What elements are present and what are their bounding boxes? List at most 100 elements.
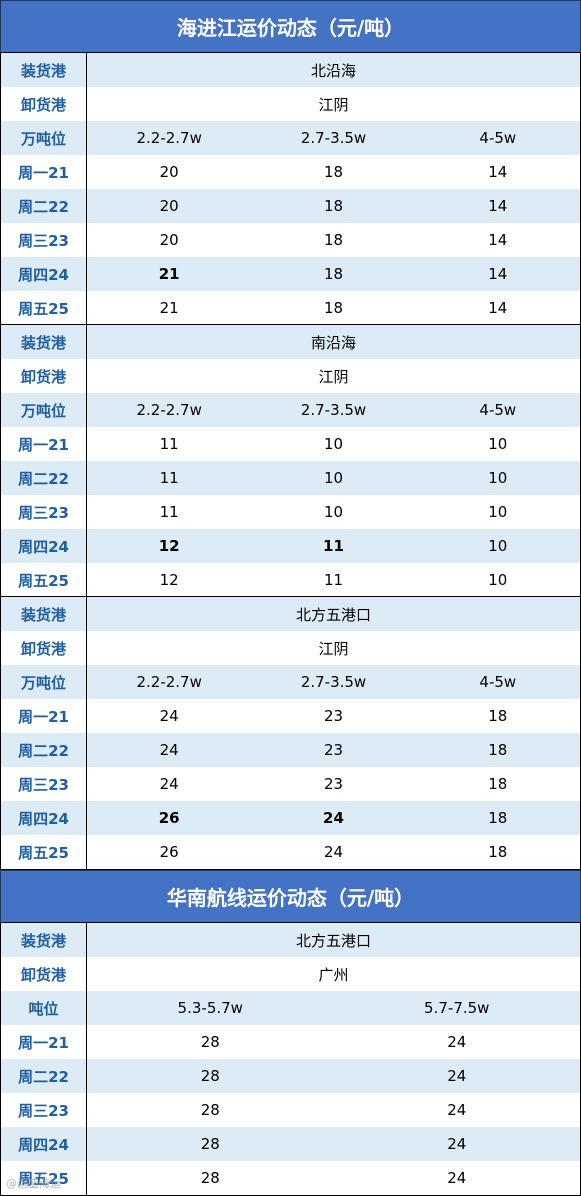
day-label: 周四24 <box>1 529 87 563</box>
rate-cell: 18 <box>488 707 508 725</box>
rate-cell: 18 <box>488 741 508 759</box>
rate-cell: 18 <box>488 775 508 793</box>
day-row: 周三23 20 18 14 <box>1 223 580 257</box>
unload-port-value: 江阴 <box>318 95 349 114</box>
section2-title-text: 华南航线运价动态（元/吨） <box>166 886 415 910</box>
unload-port-label: 卸货港 <box>1 631 87 665</box>
day-label: 周一21 <box>1 427 87 461</box>
day-row: 周一21 24 23 18 <box>1 699 580 733</box>
rate-cell: 24 <box>447 1135 467 1153</box>
load-port-label: 装货港 <box>1 597 87 631</box>
rate-cell: 11 <box>323 571 344 589</box>
rate-cell: 18 <box>488 843 508 861</box>
day-label: 周四24 <box>1 801 87 835</box>
load-port-label: 装货港 <box>1 53 87 87</box>
rate-cell: 14 <box>488 197 508 215</box>
rate-cell: 14 <box>488 265 508 283</box>
section2-title: 华南航线运价动态（元/吨） <box>0 870 581 922</box>
tonnage-col: 2.7-3.5w <box>300 129 367 147</box>
day-label: 周四24 <box>1 1127 87 1161</box>
rate-cell: 18 <box>323 163 344 181</box>
unload-port-row: 卸货港 江阴 <box>1 359 580 393</box>
rate-cell: 12 <box>159 571 179 589</box>
rate-cell: 18 <box>323 299 344 317</box>
rate-cell: 10 <box>488 469 508 487</box>
day-row: 周四24 26 24 18 <box>1 801 580 835</box>
rate-cell: 20 <box>159 163 179 181</box>
rate-cell: 26 <box>158 809 180 827</box>
load-port-value: 北沿海 <box>310 61 356 80</box>
tonnage-label: 吨位 <box>1 991 87 1025</box>
watermark: @运盛海运 <box>6 1177 61 1190</box>
rate-cell: 20 <box>159 231 179 249</box>
day-row: 周五25 26 24 18 <box>1 835 580 869</box>
tonnage-col: 2.2-2.7w <box>136 673 202 691</box>
load-port-value: 南沿海 <box>310 333 356 352</box>
rate-cell: 18 <box>488 809 508 827</box>
unload-port-row: 卸货港 江阴 <box>1 631 580 665</box>
rate-cell: 20 <box>159 197 179 215</box>
rate-cell: 18 <box>323 231 344 249</box>
rate-cell: 11 <box>323 537 344 555</box>
unload-port-row: 卸货港 广州 <box>1 957 580 991</box>
load-port-value: 北方五港口 <box>295 931 371 950</box>
unload-port-label: 卸货港 <box>1 957 87 991</box>
rate-cell: 24 <box>323 843 344 861</box>
rate-cell: 10 <box>488 537 508 555</box>
day-label: 周五25 <box>1 1161 87 1195</box>
day-label: 周一21 <box>1 155 87 189</box>
rate-cell: 28 <box>200 1135 220 1153</box>
day-label: 周三23 <box>1 767 87 801</box>
day-label: 周五25 <box>1 835 87 869</box>
day-label: 周二22 <box>1 733 87 767</box>
rate-cell: 24 <box>447 1101 467 1119</box>
day-label: 周三23 <box>1 495 87 529</box>
rate-cell: 24 <box>447 1067 467 1085</box>
load-port-row: 装货港 南沿海 <box>1 325 580 359</box>
day-label: 周五25 <box>1 563 87 597</box>
rate-cell: 24 <box>159 707 179 725</box>
rate-cell: 23 <box>323 775 344 793</box>
tonnage-col: 2.7-3.5w <box>300 673 367 691</box>
day-label: 周一21 <box>1 1025 87 1059</box>
rate-cell: 10 <box>488 571 508 589</box>
unload-port-label: 卸货港 <box>1 359 87 393</box>
day-row: 周四24 21 18 14 <box>1 257 580 291</box>
load-port-row: 装货港 北方五港口 <box>1 597 580 631</box>
section1-title-text: 海进江运价动态（元/吨） <box>176 16 405 40</box>
tonnage-row: 万吨位 2.2-2.7w 2.7-3.5w 4-5w <box>1 665 580 699</box>
tonnage-col: 4-5w <box>479 129 517 147</box>
tonnage-label: 万吨位 <box>1 393 87 427</box>
rate-cell: 24 <box>447 1033 467 1051</box>
day-label: 周二22 <box>1 189 87 223</box>
unload-port-value: 广州 <box>318 965 349 984</box>
load-port-row: 装货港 北方五港口 <box>1 923 580 957</box>
day-row: 周四24 12 11 10 <box>1 529 580 563</box>
tonnage-col: 4-5w <box>479 401 517 419</box>
tonnage-col: 2.2-2.7w <box>136 401 202 419</box>
section1-title: 海进江运价动态（元/吨） <box>0 0 581 52</box>
rate-cell: 28 <box>200 1169 220 1187</box>
day-row: 周二22 28 24 <box>1 1059 580 1093</box>
rate-cell: 28 <box>200 1101 220 1119</box>
day-label: 周五25 <box>1 291 87 325</box>
rate-cell: 24 <box>447 1169 467 1187</box>
group-2: 装货港 南沿海 卸货港 江阴 万吨位 2.2-2.7w 2.7-3.5w 4-5… <box>0 324 581 598</box>
group-1: 装货港 北沿海 卸货港 江阴 万吨位 2.2-2.7w 2.7-3.5w 4-5… <box>0 52 581 326</box>
rate-cell: 24 <box>159 741 179 759</box>
tonnage-row: 吨位 5.3-5.7w 5.7-7.5w <box>1 991 580 1025</box>
tonnage-col: 5.7-7.5w <box>424 999 490 1017</box>
rate-cell: 14 <box>488 299 508 317</box>
rate-cell: 28 <box>200 1033 220 1051</box>
load-port-value: 北方五港口 <box>295 605 371 624</box>
day-row: 周五25 12 11 10 <box>1 563 580 597</box>
group-3: 装货港 北方五港口 卸货港 江阴 万吨位 2.2-2.7w 2.7-3.5w 4… <box>0 596 581 870</box>
rate-cell: 14 <box>488 163 508 181</box>
day-row: 周五25 28 24 <box>1 1161 580 1195</box>
group-4: 装货港 北方五港口 卸货港 广州 吨位 5.3-5.7w 5.7-7.5w 周一… <box>0 922 581 1196</box>
unload-port-value: 江阴 <box>318 367 349 386</box>
rate-cell: 24 <box>159 775 179 793</box>
tonnage-row: 万吨位 2.2-2.7w 2.7-3.5w 4-5w <box>1 121 580 155</box>
rate-cell: 10 <box>323 503 344 521</box>
